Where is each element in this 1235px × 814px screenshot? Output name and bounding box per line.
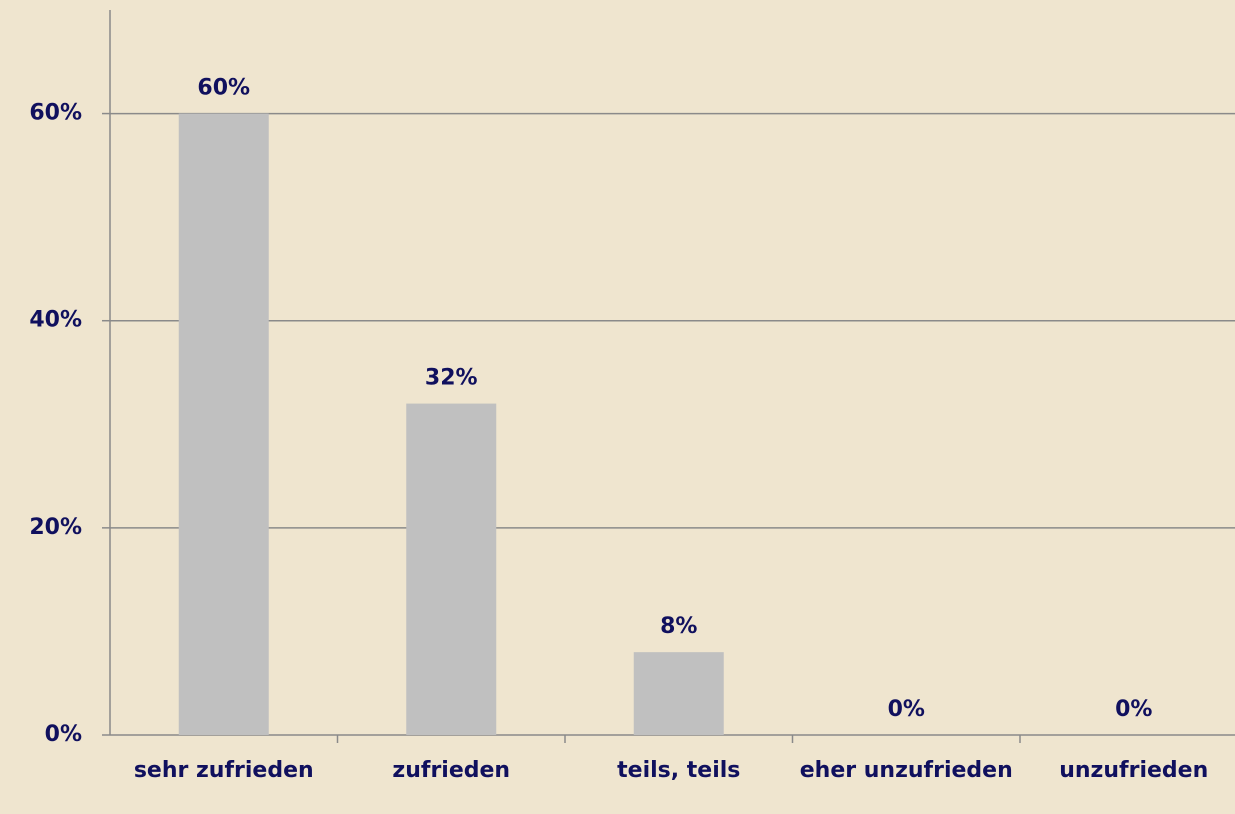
x-tick-label: eher unzufrieden (800, 758, 1013, 783)
x-tick-label: teils, teils (617, 758, 740, 783)
data-label: 60% (197, 76, 250, 101)
bar (633, 652, 724, 735)
data-label: 0% (1115, 697, 1152, 722)
x-tick-label: sehr zufrieden (134, 758, 314, 783)
bar (406, 403, 497, 735)
bar (178, 113, 269, 736)
y-tick-label: 0% (45, 722, 82, 747)
y-tick-label: 60% (29, 101, 82, 126)
data-label: 0% (888, 697, 925, 722)
y-tick-label: 20% (29, 515, 82, 540)
y-tick-label: 40% (29, 308, 82, 333)
x-tick-label: zufrieden (392, 758, 510, 783)
x-tick-label: unzufrieden (1059, 758, 1208, 783)
data-label: 32% (425, 366, 478, 391)
data-label: 8% (660, 614, 697, 639)
